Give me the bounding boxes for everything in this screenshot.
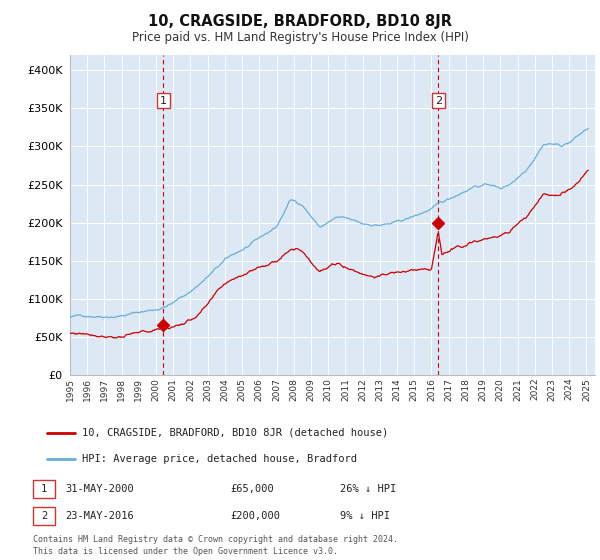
Text: 9% ↓ HPI: 9% ↓ HPI — [340, 511, 390, 521]
Text: 2023: 2023 — [547, 378, 556, 400]
Text: 2016: 2016 — [427, 378, 436, 400]
Text: 2017: 2017 — [444, 378, 453, 400]
Text: £65,000: £65,000 — [230, 484, 274, 494]
Text: 2007: 2007 — [272, 378, 281, 400]
Text: 2000: 2000 — [152, 378, 161, 400]
Text: 1997: 1997 — [100, 378, 109, 401]
Text: 2008: 2008 — [289, 378, 298, 400]
Text: 2005: 2005 — [238, 378, 247, 400]
Text: 2018: 2018 — [461, 378, 470, 400]
Text: 2011: 2011 — [341, 378, 350, 400]
Text: 2012: 2012 — [358, 378, 367, 400]
Text: 31-MAY-2000: 31-MAY-2000 — [65, 484, 134, 494]
Text: 1: 1 — [41, 484, 47, 494]
Text: 10, CRAGSIDE, BRADFORD, BD10 8JR: 10, CRAGSIDE, BRADFORD, BD10 8JR — [148, 14, 452, 29]
Text: 2024: 2024 — [565, 378, 574, 400]
Text: 2003: 2003 — [203, 378, 212, 400]
Text: 2019: 2019 — [479, 378, 488, 400]
Text: HPI: Average price, detached house, Bradford: HPI: Average price, detached house, Brad… — [82, 454, 358, 464]
Text: 1996: 1996 — [83, 378, 92, 401]
Text: 2025: 2025 — [582, 378, 591, 400]
Text: This data is licensed under the Open Government Licence v3.0.: This data is licensed under the Open Gov… — [33, 547, 338, 556]
Text: 2002: 2002 — [186, 378, 195, 400]
Text: 26% ↓ HPI: 26% ↓ HPI — [340, 484, 396, 494]
Text: 1999: 1999 — [134, 378, 143, 401]
Text: 2013: 2013 — [376, 378, 385, 400]
Text: 2021: 2021 — [513, 378, 522, 400]
Text: 2020: 2020 — [496, 378, 505, 400]
Text: 2004: 2004 — [220, 378, 229, 400]
Text: 2009: 2009 — [307, 378, 316, 400]
Text: 23-MAY-2016: 23-MAY-2016 — [65, 511, 134, 521]
Text: £200,000: £200,000 — [230, 511, 280, 521]
Text: 10, CRAGSIDE, BRADFORD, BD10 8JR (detached house): 10, CRAGSIDE, BRADFORD, BD10 8JR (detach… — [82, 428, 389, 437]
Text: 2010: 2010 — [323, 378, 332, 400]
Text: 1: 1 — [160, 96, 167, 106]
Text: 2014: 2014 — [392, 378, 401, 400]
Text: 2001: 2001 — [169, 378, 178, 400]
Text: 2022: 2022 — [530, 378, 539, 400]
Text: 2: 2 — [434, 96, 442, 106]
Text: 2015: 2015 — [410, 378, 419, 400]
Text: 2: 2 — [41, 511, 47, 521]
Text: 1995: 1995 — [65, 378, 74, 401]
Text: Price paid vs. HM Land Registry's House Price Index (HPI): Price paid vs. HM Land Registry's House … — [131, 31, 469, 44]
Text: Contains HM Land Registry data © Crown copyright and database right 2024.: Contains HM Land Registry data © Crown c… — [33, 535, 398, 544]
Text: 1998: 1998 — [117, 378, 126, 401]
Text: 2006: 2006 — [255, 378, 264, 400]
